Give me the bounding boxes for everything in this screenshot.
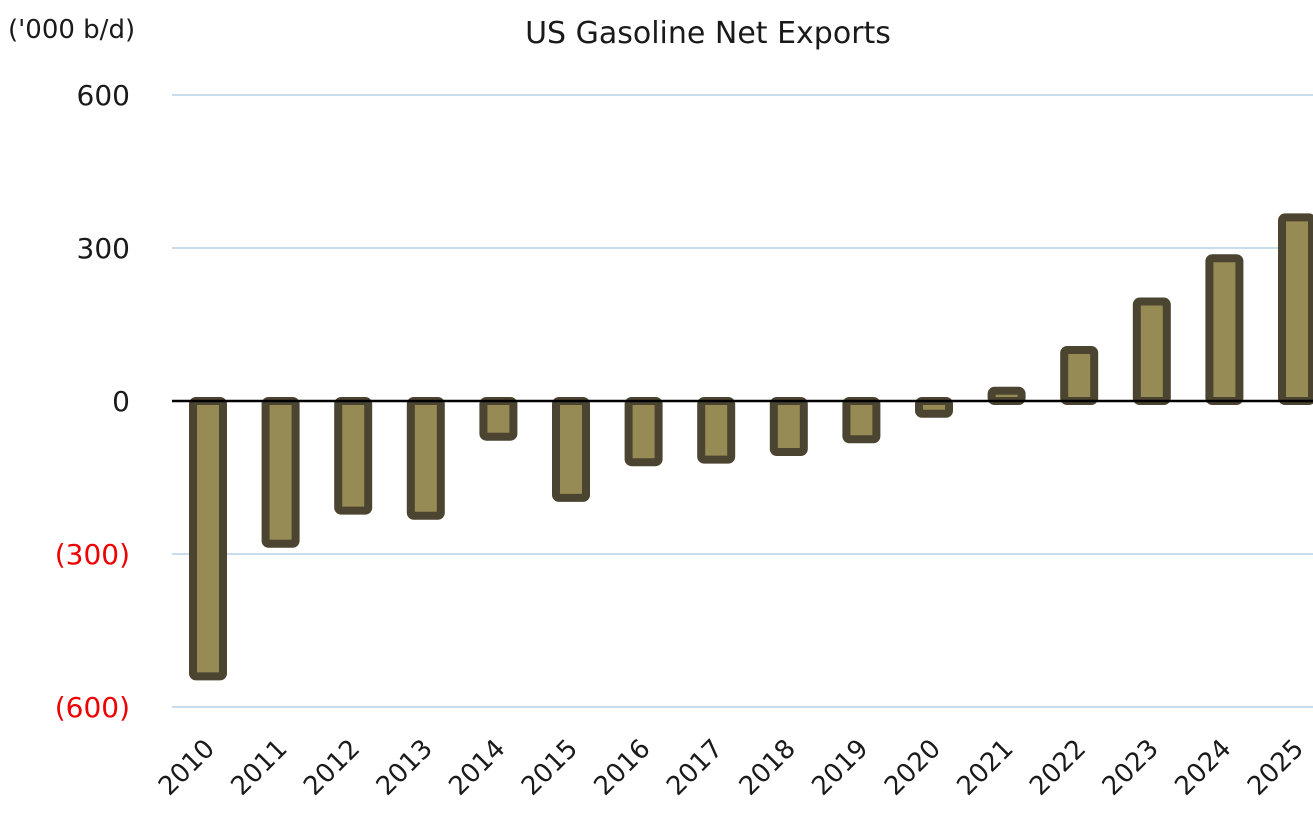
y-unit-label: ('000 b/d)	[8, 15, 135, 45]
bar-2018	[769, 397, 808, 456]
x-tick-label: 2012	[298, 734, 366, 802]
bar-2010	[189, 397, 227, 681]
bar-2015	[552, 397, 590, 502]
x-tick-label: 2013	[371, 734, 439, 802]
x-tick-label: 2015	[516, 734, 584, 802]
x-tick-label: 2025	[1242, 734, 1310, 802]
x-tick-label: 2020	[879, 734, 947, 802]
bar-2014	[479, 397, 518, 441]
x-tick-label: 2024	[1169, 734, 1237, 802]
bar-2025	[1278, 213, 1313, 405]
bar-2021	[987, 386, 1026, 405]
x-axis-ticks: 2010 2011 2012 2013 2014 2015 2016 2017 2018 2019…	[153, 734, 1310, 802]
x-tick-label: 2019	[806, 734, 874, 802]
bar-2020	[915, 397, 953, 418]
bar-2017	[697, 397, 736, 464]
x-tick-label: 2016	[589, 734, 657, 802]
bar-2023	[1132, 297, 1171, 405]
x-tick-label: 2014	[443, 734, 511, 802]
x-tick-label: 2021	[952, 734, 1020, 802]
x-tick-label: 2017	[661, 734, 729, 802]
gridlines	[172, 94, 1313, 708]
x-tick-label: 2018	[734, 734, 802, 802]
bar-2013	[406, 397, 445, 520]
x-tick-label: 2022	[1024, 734, 1092, 802]
bar-2024	[1205, 254, 1244, 406]
bar-2022	[1060, 346, 1099, 405]
bars	[189, 213, 1313, 681]
chart-title: US Gasoline Net Exports	[525, 16, 891, 51]
y-tick-label: 600	[77, 79, 130, 112]
y-tick-label: (600)	[55, 691, 130, 724]
x-tick-label: 2010	[153, 734, 221, 802]
bar-2011	[261, 397, 300, 548]
bar-2012	[334, 397, 373, 515]
y-tick-label: 300	[77, 232, 130, 265]
bar-2016	[624, 397, 663, 467]
x-tick-label: 2023	[1097, 734, 1165, 802]
y-tick-label: (300)	[55, 538, 130, 571]
bar-2019	[842, 397, 881, 444]
y-tick-label: 0	[112, 385, 130, 418]
x-tick-label: 2011	[226, 734, 294, 802]
y-axis-ticks: 600 300 0 (300) (600)	[55, 79, 130, 724]
